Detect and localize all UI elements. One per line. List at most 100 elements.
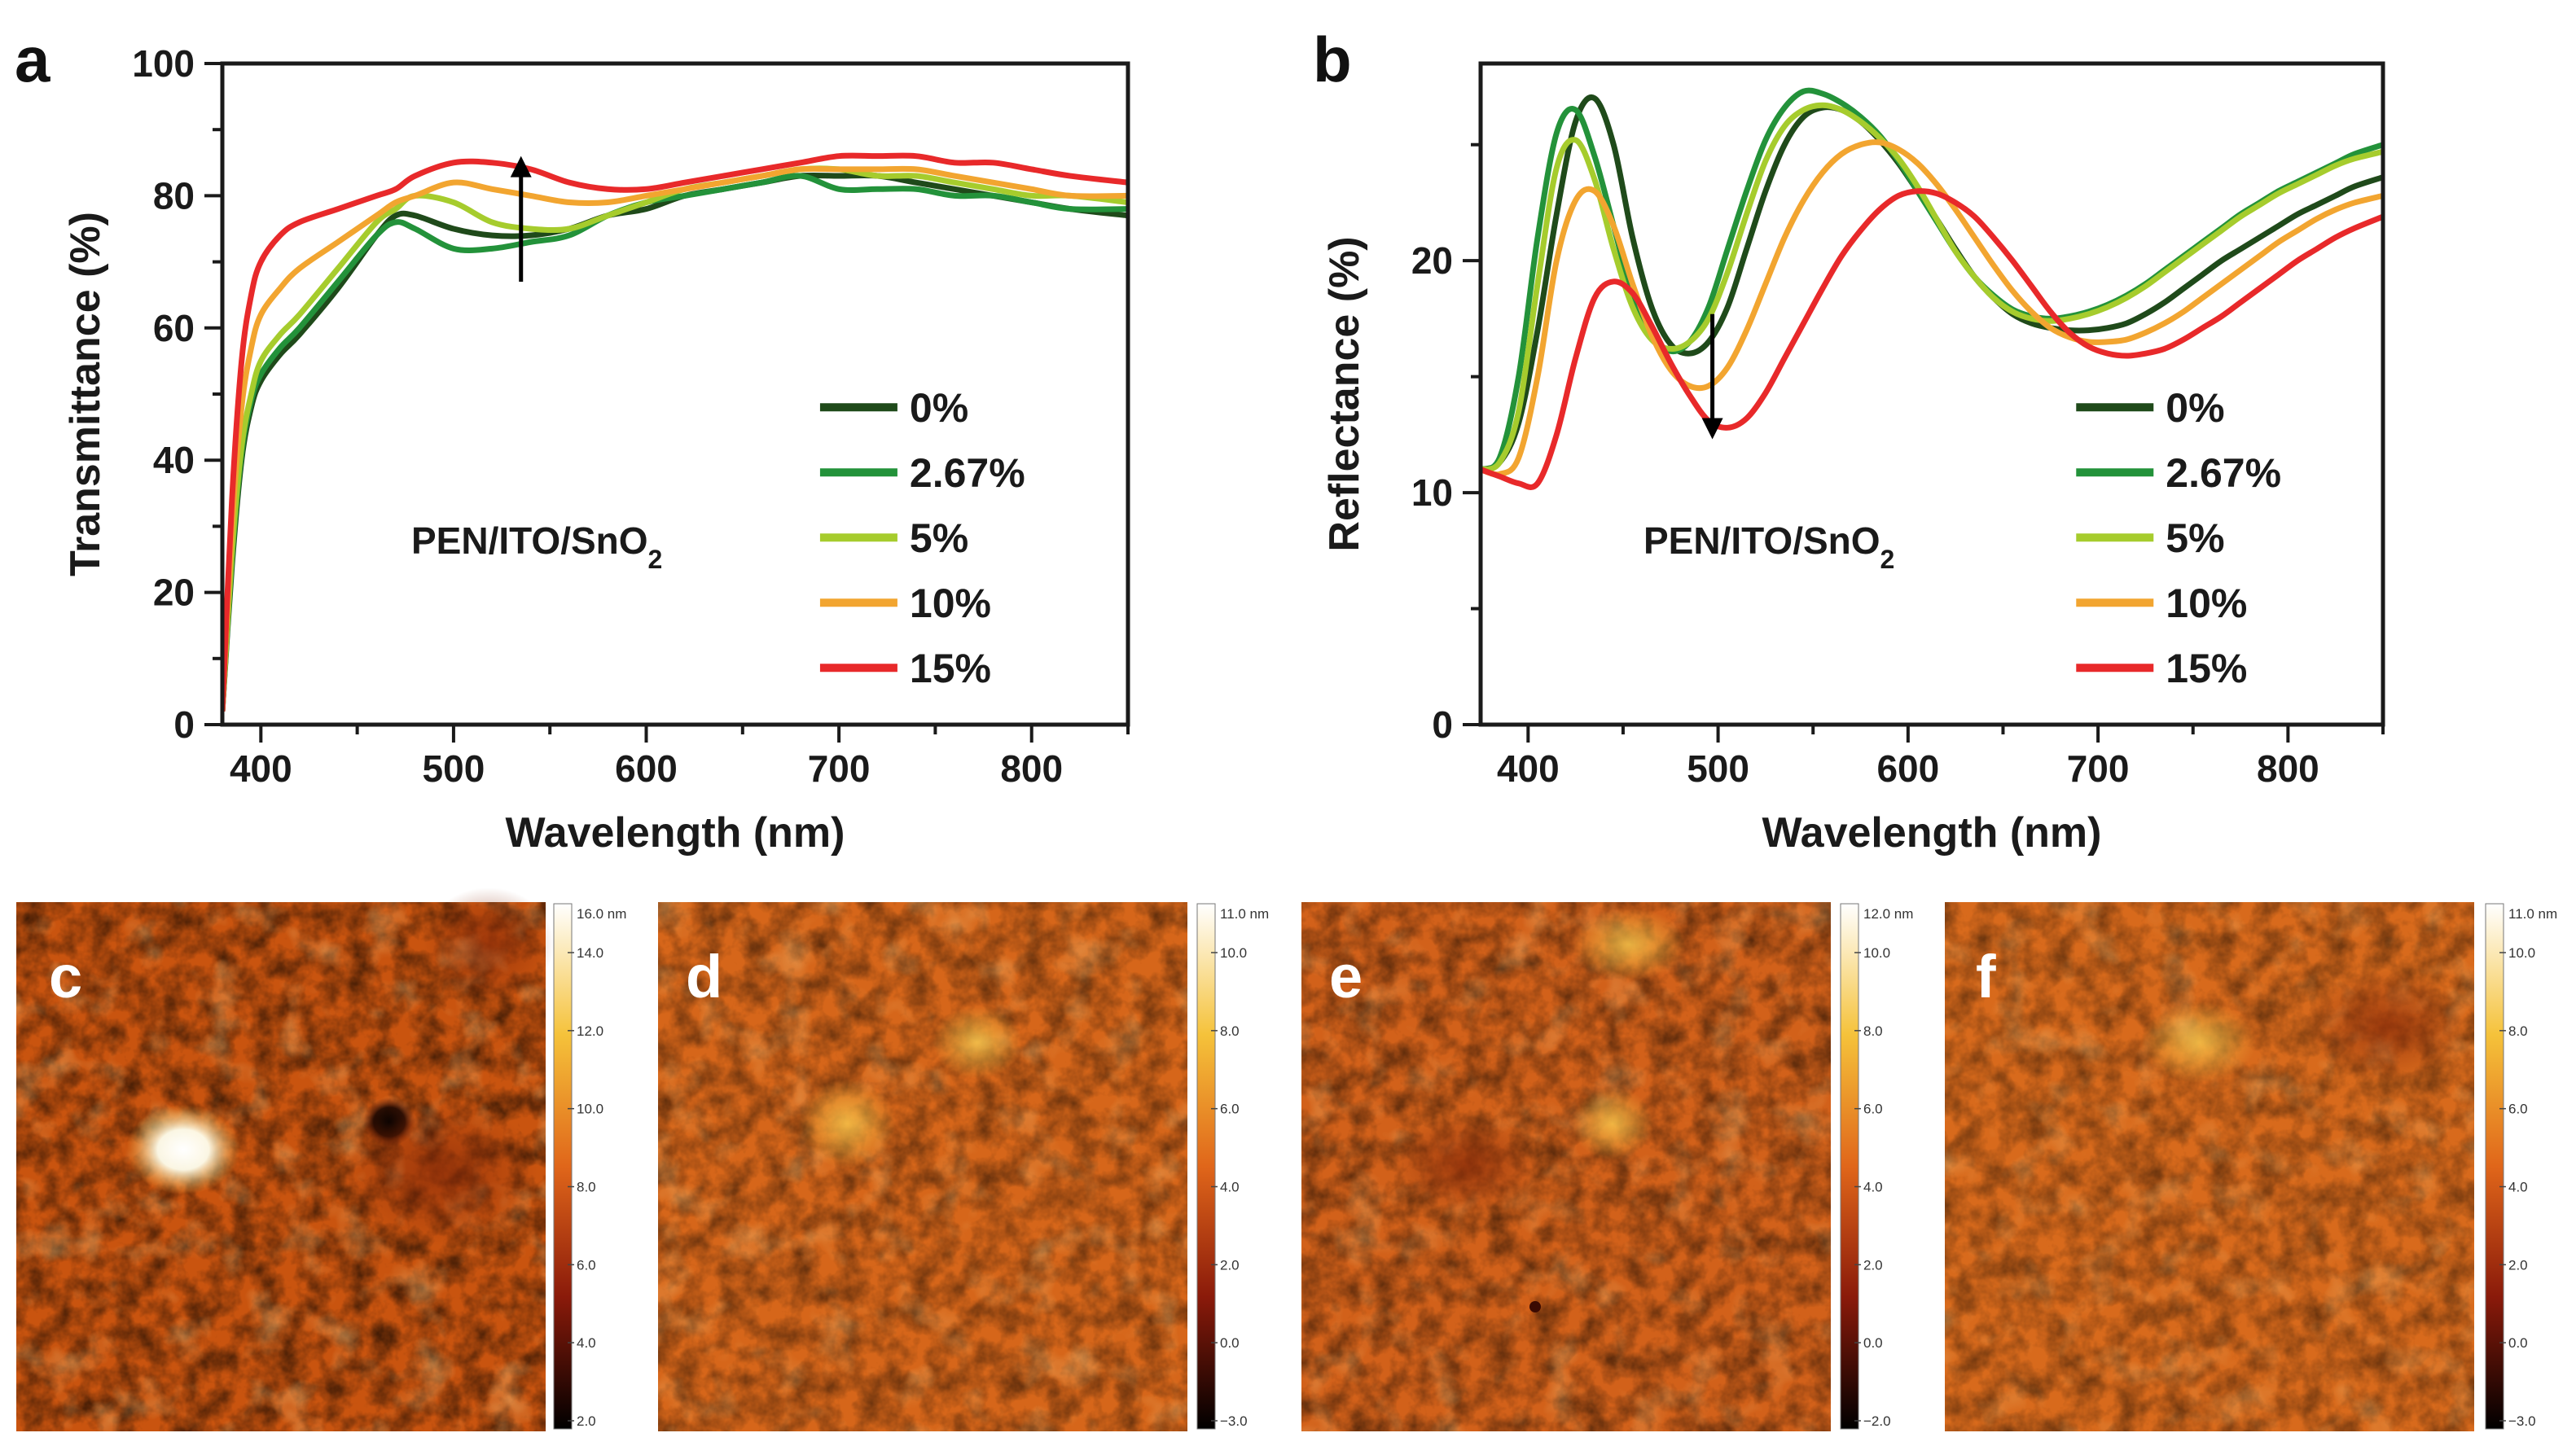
colorbar-tick-label: 4.0 (1220, 1180, 1240, 1195)
b-ytick-label: 0 (1432, 703, 1453, 746)
colorbar-tick-label: 10.0 (1863, 945, 1890, 961)
afm-light-spot-e2 (1572, 1087, 1653, 1160)
a-legend-label-2: 5% (910, 515, 968, 561)
panel-b-ylabel: Reflectance (%) (1321, 236, 1368, 551)
panel-b: b 400 500 600 700 800 0 10 20 Wavelength (nm) R… (1313, 24, 2385, 857)
colorbar-tick-label: 0.0 (1220, 1335, 1240, 1351)
colorbar-tick-label: 14.0 (577, 945, 603, 961)
colorbar-gradient-c (553, 903, 573, 1430)
afm-colorbar-f: 11.0 nm 10.0 8.0 6.0 4.0 2.0 0.0 −3.0 (2485, 903, 2557, 1430)
colorbar-tick-label: 0.0 (1863, 1335, 1883, 1351)
colorbar-ticks-e: 12.0 nm 10.0 8.0 6.0 4.0 2.0 0.0 −2.0 (1854, 906, 1913, 1429)
afm-panel-c: c (16, 887, 554, 1431)
colorbar-tick-label: 8.0 (1220, 1023, 1240, 1039)
colorbar-tick-label: −3.0 (1220, 1413, 1248, 1429)
afm-light-spot-e1 (1572, 908, 1686, 981)
afm-letter-f: f (1976, 943, 1996, 1010)
panel-b-annotation-sub: 2 (1880, 545, 1895, 574)
b-series-line-3 (1481, 139, 2383, 478)
afm-dark-region-f (2305, 969, 2468, 1083)
a-xtick-label: 600 (615, 747, 678, 790)
panel-b-legend: 0% 2.67% 5% 10% 15% (2076, 385, 2281, 691)
colorbar-tick-label: −3.0 (2508, 1413, 2536, 1429)
panel-a-frame (220, 61, 1130, 727)
a-ytick-label: 100 (132, 42, 195, 85)
b-series-line-2 (1481, 102, 2383, 473)
panel-a-tick-labels: 400 500 600 700 800 0 20 40 60 80 100 (132, 42, 1063, 790)
a-legend-label-4: 15% (910, 646, 991, 691)
colorbar-tick-label: 12.0 (577, 1023, 603, 1039)
afm-dark-dot-e (1529, 1301, 1541, 1312)
a-xtick-label: 500 (423, 747, 485, 790)
colorbar-tick-label: 4.0 (1863, 1180, 1883, 1195)
b-xtick-label: 800 (2257, 747, 2319, 790)
afm-highlights-e (1301, 902, 1831, 1431)
colorbar-ticks-d: 11.0 nm 10.0 8.0 6.0 4.0 2.0 0.0 −3.0 (1211, 906, 1269, 1429)
b-xtick-label: 400 (1497, 747, 1560, 790)
colorbar-tick-label: 6.0 (577, 1257, 596, 1273)
a-series-line-3 (222, 165, 1128, 712)
colorbar-tick-label: 0.0 (2508, 1335, 2528, 1351)
a-legend-label-3: 10% (910, 581, 991, 626)
colorbar-tick-label: 10.0 (2508, 945, 2535, 961)
afm-colorbar-e: 12.0 nm 10.0 8.0 6.0 4.0 2.0 0.0 −2.0 (1840, 903, 1913, 1430)
panel-b-letter: b (1313, 24, 1352, 95)
b-legend-label-2: 5% (2166, 515, 2224, 561)
afm-dark-region-c (342, 1099, 538, 1246)
b-ytick-label: 20 (1411, 239, 1453, 282)
afm-panel-d: d (658, 902, 1187, 1431)
colorbar-tick-label: 8.0 (577, 1180, 596, 1195)
colorbar-max-label: 12.0 nm (1863, 906, 1913, 922)
b-xtick-label: 500 (1687, 747, 1749, 790)
a-series-line-2 (222, 165, 1128, 712)
colorbar-gradient-f (2485, 903, 2504, 1430)
colorbar-tick-label: 6.0 (1863, 1102, 1883, 1117)
panel-a-legend: 0% 2.67% 5% 10% 15% (819, 385, 1025, 691)
afm-dark-corner-c (423, 887, 554, 1001)
afm-light-spot-d1 (798, 1079, 896, 1168)
a-ytick-label: 20 (153, 572, 195, 614)
colorbar-tick-label: 2.0 (2508, 1257, 2528, 1273)
panel-a-ylabel: Transmittance (%) (62, 212, 109, 576)
b-legend-label-1: 2.67% (2166, 450, 2281, 496)
panel-b-tick-labels: 400 500 600 700 800 0 10 20 (1411, 239, 2319, 790)
b-xtick-label: 700 (2067, 747, 2130, 790)
afm-panel-e: e (1301, 902, 1831, 1431)
panel-a-annotation: PEN/ITO/SnO2 (411, 519, 662, 574)
colorbar-max-label: 16.0 nm (577, 906, 626, 922)
colorbar-gradient-d (1196, 903, 1216, 1430)
a-xtick-label: 400 (230, 747, 292, 790)
b-xtick-label: 600 (1876, 747, 1939, 790)
colorbar-tick-label: 8.0 (2508, 1023, 2528, 1039)
a-legend-label-0: 0% (910, 385, 968, 431)
b-series-line-4 (1481, 188, 2383, 490)
panel-b-series (1481, 87, 2383, 490)
b-legend-label-4: 15% (2166, 646, 2247, 691)
colorbar-tick-label: 10.0 (1220, 945, 1247, 961)
colorbar-tick-label: 10.0 (577, 1102, 603, 1117)
colorbar-ticks-f: 11.0 nm 10.0 8.0 6.0 4.0 2.0 0.0 −3.0 (2499, 906, 2557, 1429)
panel-a-annotation-main: PEN/ITO/SnO (411, 519, 648, 562)
b-arrow-head (1701, 418, 1723, 440)
colorbar-gradient-e (1840, 903, 1859, 1430)
panel-b-annotation: PEN/ITO/SnO2 (1643, 519, 1894, 574)
colorbar-tick-label: 6.0 (1220, 1102, 1240, 1117)
colorbar-tick-label: 2.0 (1220, 1257, 1240, 1273)
a-ytick-label: 40 (153, 439, 195, 481)
afm-dark-region-e (1393, 1115, 1539, 1213)
a-ytick-label: 80 (153, 174, 195, 217)
panel-b-xlabel: Wavelength (nm) (1762, 809, 2102, 857)
a-xtick-label: 800 (1000, 747, 1063, 790)
b-legend-label-0: 0% (2166, 385, 2224, 431)
colorbar-tick-label: −2.0 (1863, 1413, 1891, 1429)
a-legend-label-1: 2.67% (910, 450, 1025, 496)
colorbar-max-label: 11.0 nm (2508, 906, 2557, 922)
afm-colorbar-c: 16.0 nm 14.0 12.0 10.0 8.0 6.0 4.0 2.0 (553, 903, 626, 1430)
colorbar-tick-label: 6.0 (2508, 1102, 2528, 1117)
panel-b-arrow (1701, 313, 1723, 440)
panel-a-letter: a (15, 24, 50, 95)
afm-light-spot-d2 (933, 1006, 1022, 1079)
a-series-line-4 (222, 152, 1128, 712)
panel-a-arrow (510, 156, 532, 282)
